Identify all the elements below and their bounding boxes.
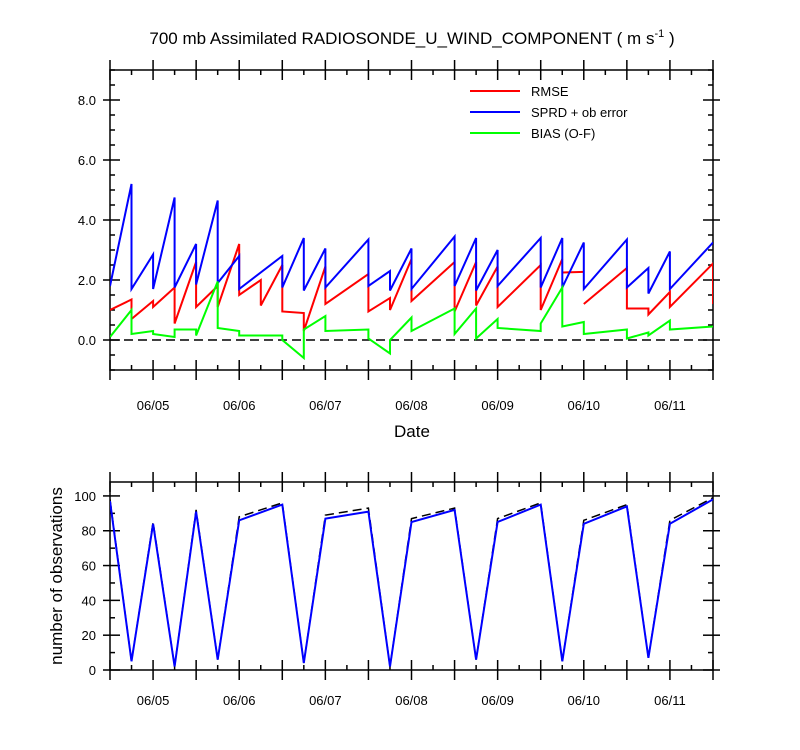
bottom-x-tick-label: 06/06 bbox=[223, 693, 256, 708]
chart-title: 700 mb Assimilated RADIOSONDE_U_WIND_COM… bbox=[149, 28, 674, 48]
series-line-observations-used bbox=[110, 498, 713, 667]
bottom-x-tick-label: 06/10 bbox=[568, 693, 601, 708]
bottom-y-tick-label: 0 bbox=[89, 663, 96, 678]
chart-title-end: ) bbox=[664, 29, 674, 48]
legend-label: SPRD + ob error bbox=[531, 105, 628, 120]
bottom-panel: 06/05 06/06 06/07 06/08 06/09 06/10 06/11 0 20 4… bbox=[47, 472, 720, 708]
bottom-y-tick-labels: 0 20 40 60 80 100 bbox=[74, 489, 96, 678]
legend-label: RMSE bbox=[531, 84, 569, 99]
bottom-y-tick-label: 80 bbox=[82, 524, 96, 539]
top-y-tick-label: 6.0 bbox=[78, 153, 96, 168]
bottom-y-tick-label: 100 bbox=[74, 489, 96, 504]
bottom-x-tick-label: 06/07 bbox=[309, 693, 342, 708]
legend-label: BIAS (O-F) bbox=[531, 126, 595, 141]
top-y-tick-labels: 0.0 2.0 4.0 6.0 8.0 bbox=[78, 93, 96, 348]
top-x-tick-label: 06/07 bbox=[309, 398, 342, 413]
top-x-tick-labels: 06/05 06/06 06/07 06/08 06/09 06/10 06/11 bbox=[137, 398, 686, 413]
top-y-tick-label: 0.0 bbox=[78, 333, 96, 348]
bottom-x-tick-label: 06/11 bbox=[654, 693, 686, 708]
series-line-bias-o-f- bbox=[110, 281, 713, 361]
top-x-tick-label: 06/08 bbox=[395, 398, 428, 413]
top-panel: RMSE SPRD + ob error BIAS (O-F) 06/05 06/06… bbox=[78, 60, 720, 441]
top-x-tick-label: 06/09 bbox=[481, 398, 514, 413]
top-y-tick-label: 8.0 bbox=[78, 93, 96, 108]
bottom-y-tick-label: 40 bbox=[82, 593, 96, 608]
bottom-series bbox=[110, 497, 713, 667]
bottom-x-tick-label: 06/09 bbox=[481, 693, 514, 708]
top-x-tick-label: 06/11 bbox=[654, 398, 686, 413]
top-x-tick-label: 06/10 bbox=[568, 398, 601, 413]
x-axis-label: Date bbox=[394, 422, 430, 441]
series-line-rmse bbox=[562, 270, 584, 274]
chart-title-main: 700 mb Assimilated RADIOSONDE_U_WIND_COM… bbox=[149, 29, 654, 48]
bottom-plot-frame bbox=[109, 481, 714, 671]
series-line-sprd-ob-error bbox=[110, 183, 713, 294]
bottom-y-tick-label: 20 bbox=[82, 628, 96, 643]
chart-title-exponent: -1 bbox=[654, 28, 664, 40]
top-x-tick-label: 06/06 bbox=[223, 398, 256, 413]
top-x-tick-label: 06/05 bbox=[137, 398, 170, 413]
top-series bbox=[110, 183, 713, 361]
top-y-tick-label: 2.0 bbox=[78, 273, 96, 288]
bottom-y-tick-label: 60 bbox=[82, 559, 96, 574]
bottom-x-tick-label: 06/05 bbox=[137, 693, 170, 708]
bottom-x-tick-label: 06/08 bbox=[395, 693, 428, 708]
legend: RMSE SPRD + ob error BIAS (O-F) bbox=[470, 84, 628, 141]
y-axis-label: number of observations bbox=[47, 487, 66, 665]
bottom-x-tick-labels: 06/05 06/06 06/07 06/08 06/09 06/10 06/11 bbox=[137, 693, 686, 708]
top-y-tick-label: 4.0 bbox=[78, 213, 96, 228]
top-ticks bbox=[103, 60, 720, 380]
bottom-ticks bbox=[103, 472, 720, 680]
